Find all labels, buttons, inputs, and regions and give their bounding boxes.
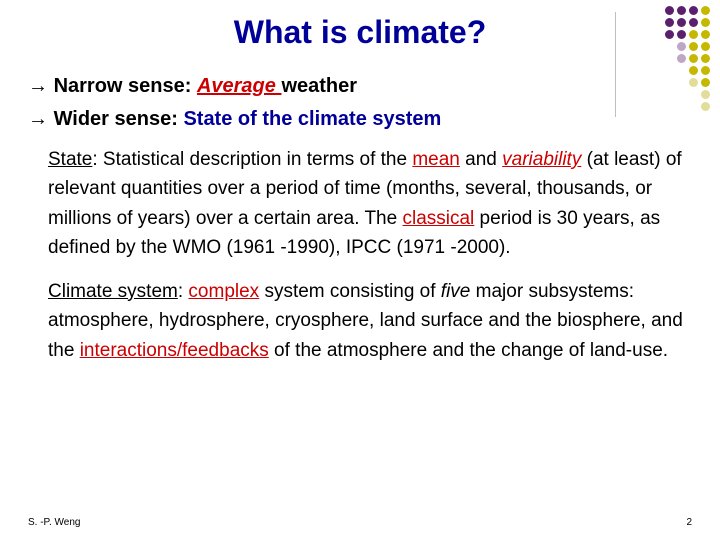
corner-decor <box>662 6 710 114</box>
text-run: classical <box>402 208 474 229</box>
footer: S. -P. Weng 2 <box>28 517 692 528</box>
text-run: system consisting of <box>259 281 441 302</box>
text-run: of the atmosphere and the change of land… <box>269 340 668 361</box>
arrow-icon: → <box>28 108 48 130</box>
bullet-post: weather <box>281 75 357 97</box>
content-body: → Narrow sense: Average weather → Wider … <box>0 57 720 365</box>
text-run: mean <box>412 149 460 170</box>
bullet-wider: → Wider sense: State of the climate syst… <box>28 108 692 131</box>
bullet-pre: Narrow sense: <box>54 75 197 97</box>
text-run: Climate system <box>48 281 178 302</box>
decor-divider <box>615 12 616 117</box>
bullet-key: State of the climate system <box>183 108 441 130</box>
bullet-pre: Wider sense: <box>54 108 184 130</box>
para-state: State: Statistical description in terms … <box>48 145 692 263</box>
text-run: five <box>441 281 471 302</box>
text-run: interactions/feedbacks <box>80 340 269 361</box>
text-run: variability <box>502 149 581 170</box>
bullet-key: Average <box>197 75 282 97</box>
text-run: and <box>460 149 502 170</box>
text-run: : <box>178 281 189 302</box>
text-run: : Statistical description in terms of th… <box>92 149 412 170</box>
footer-author: S. -P. Weng <box>28 517 80 528</box>
text-run: complex <box>188 281 259 302</box>
text-run: State <box>48 149 92 170</box>
footer-page: 2 <box>686 517 692 528</box>
arrow-icon: → <box>28 75 48 97</box>
page-title: What is climate? <box>0 0 720 57</box>
para-climate-system: Climate system: complex system consistin… <box>48 277 692 365</box>
bullet-narrow: → Narrow sense: Average weather <box>28 75 692 98</box>
